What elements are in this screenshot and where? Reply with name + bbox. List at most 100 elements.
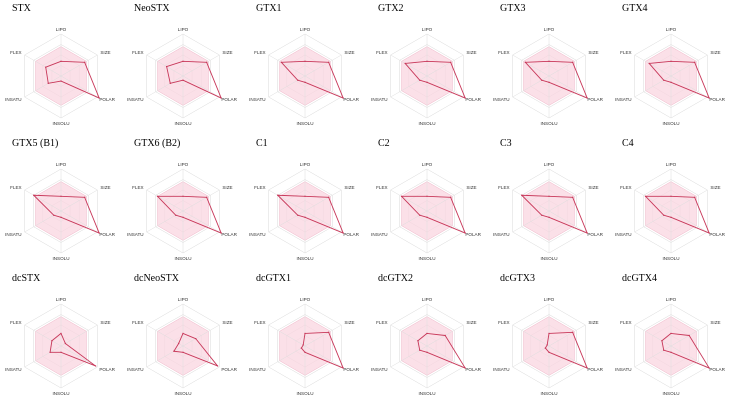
chart-title: GTX2 <box>378 3 404 14</box>
axis-label-size: SIZE <box>710 50 720 55</box>
axis-spoke <box>182 345 220 368</box>
axis-spoke <box>512 189 550 212</box>
data-point-lipo <box>426 332 428 335</box>
axis-spoke <box>548 210 586 233</box>
axis-label-insatu: INSATU <box>493 367 510 372</box>
data-point-insatu <box>663 79 665 81</box>
axis-label-lipo: LIPO <box>422 27 433 32</box>
data-point-insolu <box>426 351 428 353</box>
data-point-lipo <box>548 60 550 62</box>
chart-title: C2 <box>378 138 390 149</box>
data-point-lipo <box>304 60 306 62</box>
radar-chart: C3 LIPO SIZE POLAR INSOLU INSATU FLEX <box>488 135 610 270</box>
axis-label-flex: FLEX <box>498 50 510 55</box>
axis-spoke <box>146 324 184 347</box>
axis-label-lipo: LIPO <box>300 297 311 302</box>
data-point-size <box>571 331 574 334</box>
axis-label-polar: POLAR <box>465 232 481 237</box>
data-point-insolu <box>548 81 550 84</box>
radar-chart: STX LIPO SIZE POLAR INSOLU INSATU FLEX <box>0 0 122 135</box>
data-point-insatu <box>544 347 547 349</box>
axis-spoke <box>60 189 98 212</box>
data-point-insatu <box>541 214 543 216</box>
axis-spoke <box>670 345 708 368</box>
radar-svg: LIPO SIZE POLAR INSOLU INSATU FLEX <box>371 162 482 261</box>
axis-label-insatu: INSATU <box>249 232 266 237</box>
radar-chart: GTX5 (B1) LIPO SIZE POLAR INSOLU INSATU FLEX <box>0 135 122 270</box>
axis-label-flex: FLEX <box>620 320 632 325</box>
data-point-flex <box>51 340 53 342</box>
axis-spoke <box>390 189 428 212</box>
data-point-polar <box>708 97 710 99</box>
radar-chart: GTX1 LIPO SIZE POLAR INSOLU INSATU FLEX <box>244 0 366 135</box>
axis-label-flex: FLEX <box>498 320 510 325</box>
data-point-insolu <box>60 80 62 82</box>
axis-spoke <box>182 75 220 98</box>
data-point-insatu <box>300 347 303 349</box>
axis-label-insolu: INSOLU <box>52 391 69 396</box>
axis-label-size: SIZE <box>222 320 232 325</box>
data-point-polar <box>94 365 97 367</box>
chart-title: GTX4 <box>622 3 648 14</box>
axis-label-insolu: INSOLU <box>418 256 435 261</box>
data-point-insolu <box>548 216 550 218</box>
axis-label-insolu: INSOLU <box>296 391 313 396</box>
radar-svg: LIPO SIZE POLAR INSOLU INSATU FLEX <box>249 27 360 126</box>
axis-label-insolu: INSOLU <box>174 121 191 126</box>
axis-label-polar: POLAR <box>709 367 725 372</box>
axis-label-polar: POLAR <box>221 367 237 372</box>
axis-label-size: SIZE <box>222 50 232 55</box>
data-point-size <box>449 196 452 199</box>
axis-spoke <box>548 189 586 212</box>
axis-spoke <box>304 189 342 212</box>
axis-spoke <box>60 345 98 368</box>
data-point-lipo <box>548 332 550 335</box>
data-point-lipo <box>670 195 672 197</box>
data-point-lipo <box>670 60 672 62</box>
axis-spoke <box>670 189 708 212</box>
axis-label-flex: FLEX <box>10 320 22 325</box>
axis-label-flex: FLEX <box>132 185 144 190</box>
data-point-insatu <box>47 82 49 85</box>
data-point-polar <box>342 232 344 234</box>
axis-label-size: SIZE <box>710 320 720 325</box>
radar-svg: LIPO SIZE POLAR INSOLU INSATU FLEX <box>615 297 726 396</box>
data-point-size <box>571 61 574 64</box>
data-point-size <box>327 61 330 64</box>
radar-chart: GTX6 (B2) LIPO SIZE POLAR INSOLU INSATU FLEX <box>122 135 244 270</box>
axis-spoke <box>146 189 184 212</box>
radar-chart: GTX4 LIPO SIZE POLAR INSOLU INSATU FLEX <box>610 0 732 135</box>
axis-label-flex: FLEX <box>376 185 388 190</box>
axis-label-insatu: INSATU <box>371 232 388 237</box>
axis-spoke <box>390 75 428 98</box>
axis-label-size: SIZE <box>466 185 476 190</box>
axis-label-size: SIZE <box>344 185 354 190</box>
data-point-size <box>83 196 86 199</box>
axis-label-insatu: INSATU <box>371 97 388 102</box>
axis-label-insolu: INSOLU <box>418 121 435 126</box>
axis-label-insatu: INSATU <box>249 97 266 102</box>
chart-title: GTX3 <box>500 3 526 14</box>
axis-label-insatu: INSATU <box>249 367 266 372</box>
data-point-polar <box>220 97 222 99</box>
axis-label-flex: FLEX <box>10 185 22 190</box>
axis-label-insolu: INSOLU <box>418 391 435 396</box>
axis-label-size: SIZE <box>466 50 476 55</box>
data-point-lipo <box>670 332 672 335</box>
data-point-polar <box>586 367 588 369</box>
axis-label-polar: POLAR <box>343 97 359 102</box>
axis-label-insolu: INSOLU <box>662 391 679 396</box>
data-point-insatu <box>419 79 421 81</box>
data-point-size <box>195 337 197 340</box>
axis-spoke <box>548 345 586 368</box>
data-point-flex <box>165 65 168 68</box>
radar-chart: dcGTX3 LIPO SIZE POLAR INSOLU INSATU FLEX <box>488 270 610 405</box>
axis-spoke <box>304 75 342 98</box>
radar-svg: LIPO SIZE POLAR INSOLU INSATU FLEX <box>249 162 360 261</box>
axis-spoke <box>182 324 220 347</box>
axis-spoke <box>390 345 428 368</box>
axis-label-size: SIZE <box>100 320 110 325</box>
axis-spoke <box>60 210 98 233</box>
axis-label-insatu: INSATU <box>615 97 632 102</box>
axis-label-insolu: INSOLU <box>540 391 557 396</box>
